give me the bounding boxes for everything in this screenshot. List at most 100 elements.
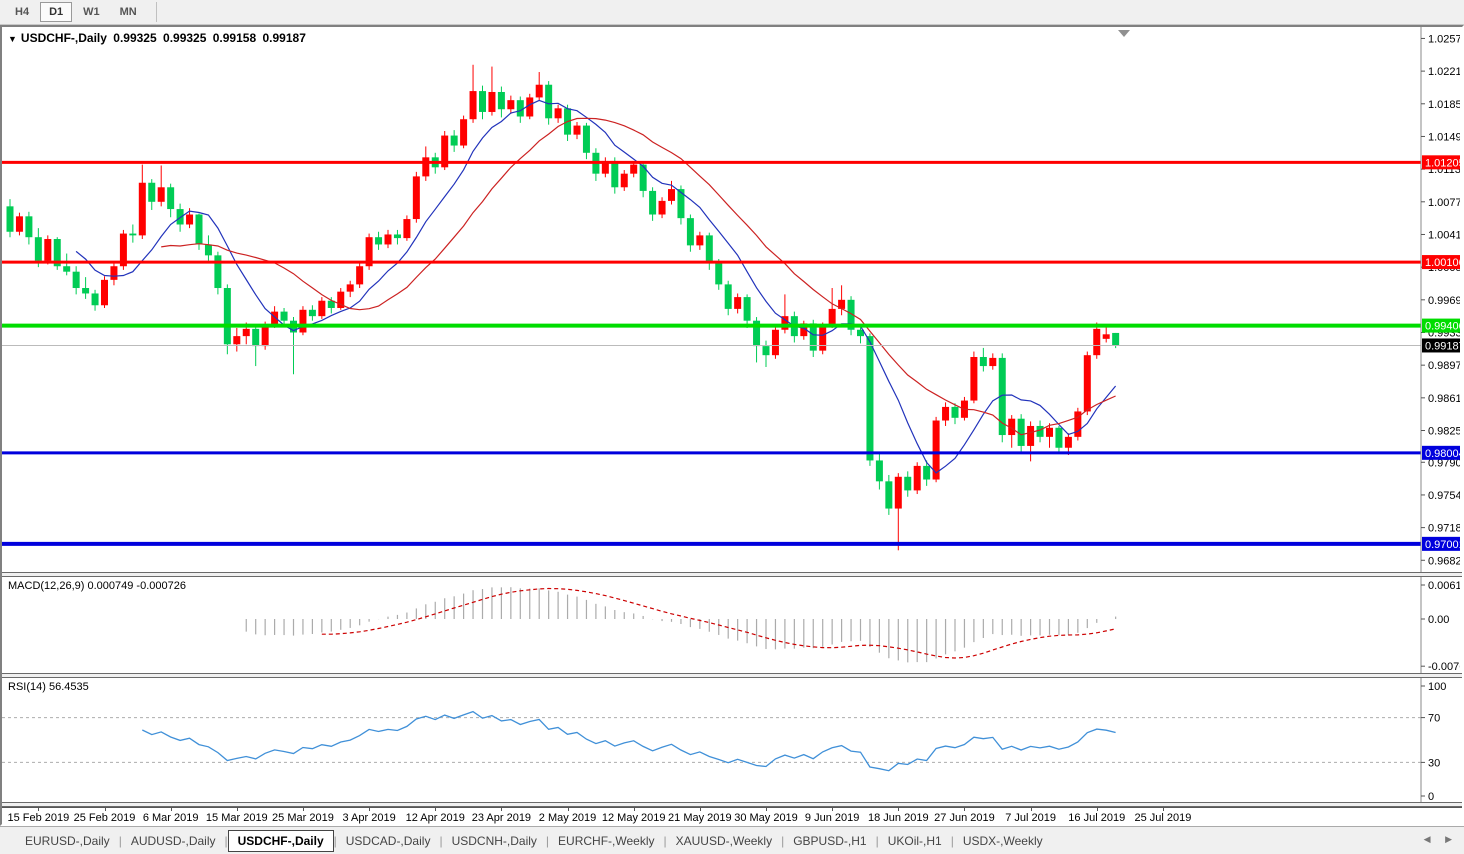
candle-body [1074, 411, 1082, 437]
chart-tab-bar: EURUSD-,Daily | AUDUSD-,Daily | USDCHF-,Dail… [0, 826, 1464, 854]
time-tick [832, 808, 834, 811]
time-axis-label: 25 Mar 2019 [272, 812, 334, 824]
tab-xauusd-weekly[interactable]: XAUUSD-,Weekly [675, 833, 773, 848]
rsi-chart-svg[interactable]: 100 70 30 0 [2, 678, 1460, 802]
axis-background [1422, 27, 1460, 572]
candle-body [129, 233, 137, 236]
ohlc-open: 0.99325 [113, 31, 157, 45]
time-axis-label: 7 Jul 2019 [1005, 812, 1056, 824]
time-axis-label: 21 May 2019 [668, 812, 732, 824]
macd-chart-svg[interactable]: 0.00613 0.00 -0.007612 [2, 577, 1460, 673]
price-chart-pane[interactable]: 1.025701.022101.018501.014901.011301.007… [2, 27, 1462, 572]
candle-body [469, 91, 477, 120]
pane-splitter[interactable] [2, 802, 1462, 807]
tab-separator: | [663, 833, 667, 848]
tab-eurusd-daily[interactable]: EURUSD-,Daily [25, 833, 110, 848]
macd-histogram [245, 587, 1117, 663]
tab-scroll-right-icon[interactable]: ▶ [1445, 834, 1458, 844]
time-axis-label: 9 Jun 2019 [804, 812, 860, 824]
tab-usdcnh-daily[interactable]: USDCNH-,Daily [451, 833, 537, 848]
candle-body [34, 237, 42, 261]
candle-body [252, 328, 260, 347]
candle-body [214, 255, 222, 289]
candle-body [809, 323, 817, 351]
candle-body [847, 299, 855, 330]
candle-body [507, 100, 515, 110]
timeframe-button-w1[interactable]: W1 [74, 2, 109, 22]
level-price-badge: 1.00106 [1425, 257, 1460, 269]
candle-body [110, 266, 118, 280]
candle-body [44, 239, 52, 261]
tab-separator: | [545, 833, 550, 848]
macd-tick-label: 0.00613 [1428, 580, 1460, 592]
tab-separator: | [333, 833, 337, 848]
timeframe-button-h4[interactable]: H4 [6, 2, 38, 22]
candle-body [497, 91, 505, 110]
candle-body [894, 476, 902, 509]
candle-body [743, 297, 751, 321]
candle-body [611, 160, 619, 188]
chart-shift-marker-icon[interactable] [1118, 30, 1130, 37]
candle-body [516, 100, 524, 117]
candle-body [913, 465, 921, 491]
candle-body [668, 189, 675, 201]
time-axis-label: 12 May 2019 [601, 812, 666, 824]
chart-dropdown-icon[interactable]: ▼ [8, 34, 17, 44]
candle-body [1046, 427, 1053, 437]
time-axis[interactable]: 15 Feb 2019 25 Feb 2019 6 Mar 2019 15 Mar 2… [2, 807, 1462, 828]
candle-body [204, 244, 212, 256]
price-tick-label: 1.01490 [1428, 131, 1460, 143]
tab-usdcad-daily[interactable]: USDCAD-,Daily [345, 833, 431, 848]
candle-body [299, 309, 307, 333]
slow-ma-line [161, 117, 1116, 436]
candle-body [337, 291, 345, 308]
time-tick [38, 808, 40, 811]
price-chart-svg[interactable]: 1.025701.022101.018501.014901.011301.007… [2, 27, 1460, 572]
time-axis-label: 15 Mar 2019 [205, 812, 268, 824]
candle-body [63, 266, 71, 272]
tab-eurchf-weekly[interactable]: EURCHF-,Weekly [558, 833, 655, 848]
tab-scroll-left-icon[interactable]: ◀ [1423, 834, 1437, 844]
pane-splitter[interactable] [2, 673, 1462, 678]
timeframe-button-d1[interactable]: D1 [40, 2, 73, 22]
candle-body [658, 200, 666, 215]
tab-usdx-weekly[interactable]: USDX-,Weekly [962, 833, 1043, 848]
candle-body [554, 108, 562, 119]
macd-tick-label: -0.007612 [1428, 661, 1460, 673]
candle-body [488, 91, 496, 112]
candle-body [582, 125, 590, 153]
candle-body [620, 173, 628, 188]
level-price-badge-bg [1422, 155, 1460, 170]
time-tick [898, 808, 900, 811]
timeframe-button-mn[interactable]: MN [111, 2, 146, 22]
candle-body [82, 288, 90, 294]
time-axis-label: 27 Jun 2019 [934, 812, 995, 824]
tab-ukoil-h1[interactable]: UKOil-,H1 [887, 833, 942, 848]
current-price-badge-bg [1422, 338, 1460, 353]
tab-gbpusd-h1[interactable]: GBPUSD-,H1 [793, 833, 867, 848]
fast-ma-line [75, 99, 1117, 474]
tab-separator: | [118, 833, 122, 848]
pane-splitter[interactable] [2, 572, 1462, 577]
time-tick [369, 808, 371, 811]
candle-body [356, 266, 364, 285]
chart-tabs: EURUSD-,Daily | AUDUSD-,Daily | USDCHF-,Dail… [16, 829, 1052, 852]
candle-body [1112, 332, 1120, 346]
candle-body [1083, 355, 1091, 412]
chart-title-line: ▼ USDCHF-,Daily 0.99325 0.99325 0.99158 0… [8, 31, 309, 45]
time-tick [567, 808, 569, 811]
rsi-indicator-pane[interactable]: RSI(14) 56.4535 100 70 30 0 [2, 678, 1462, 802]
candle-body [970, 356, 978, 401]
tab-audusd-daily[interactable]: AUDUSD-,Daily [130, 833, 216, 848]
macd-indicator-pane[interactable]: MACD(12,26,9) 0.000749 -0.000726 0.00613… [2, 577, 1462, 673]
tab-separator: | [950, 833, 954, 848]
candle-body [535, 84, 543, 98]
time-axis-label: 23 Apr 2019 [471, 812, 532, 824]
candle-body [412, 176, 420, 220]
macd-tick-label: 0.00 [1428, 614, 1449, 626]
tab-separator: | [875, 833, 879, 848]
tab-usdchf-daily[interactable]: USDCHF-,Daily [227, 829, 334, 852]
